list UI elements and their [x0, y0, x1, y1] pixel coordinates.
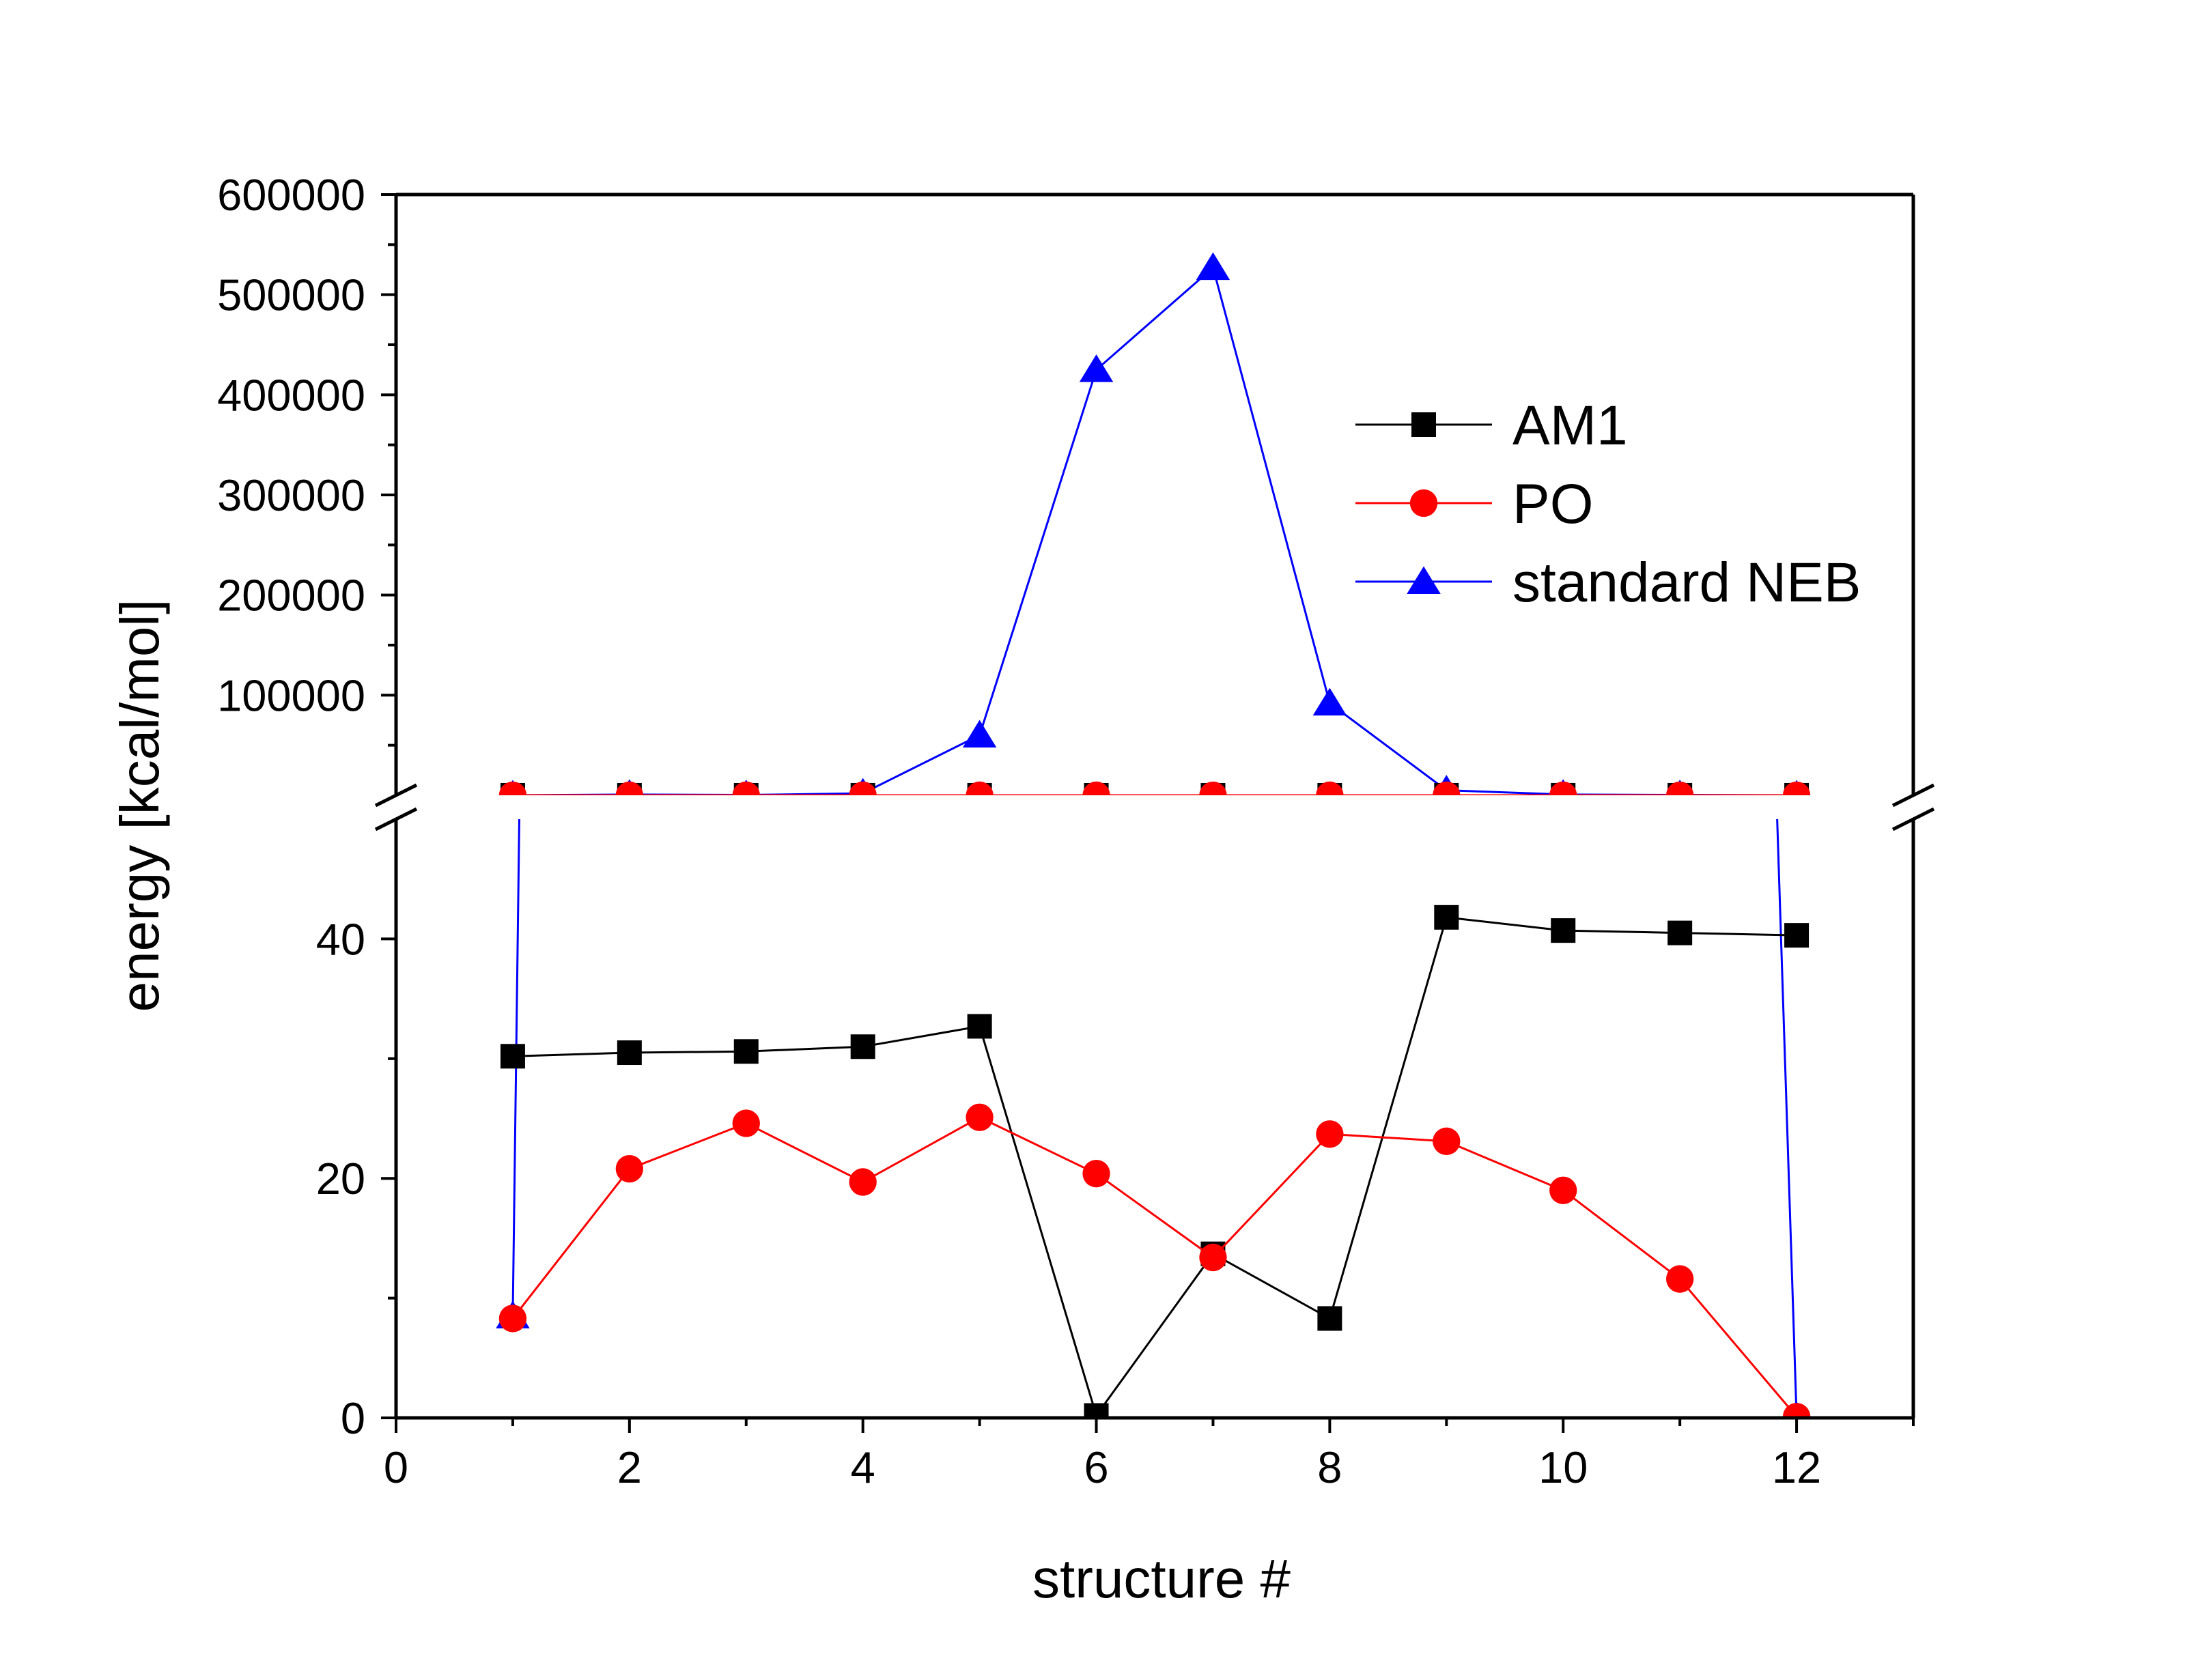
po-point-lower: [1782, 1403, 1811, 1418]
am1-point-lower: [1551, 918, 1576, 943]
x-tick-label: 0: [384, 1442, 408, 1492]
axes: 0 2 4 6 8 10 12 0 20 40 100000 200000 300000 400000 50…: [109, 170, 1935, 1609]
po-point-upper: [498, 781, 527, 795]
y-tick-label: 40: [316, 914, 365, 964]
axis-break-mark-left: [374, 807, 418, 831]
po-point-lower: [1199, 1243, 1227, 1272]
y-tick-label: 20: [316, 1154, 365, 1204]
po-point-lower: [732, 1109, 760, 1137]
am1-series-line-lower: [512, 916, 1797, 1418]
po-point-upper: [1082, 781, 1110, 795]
am1-point-lower: [967, 1014, 992, 1039]
y-axis-title: energy [kcal/mol]: [109, 599, 170, 1012]
standard-neb-point-upper: [1079, 354, 1114, 382]
po-point-upper: [1433, 781, 1461, 795]
legend-marker-standard-neb: [1407, 566, 1441, 594]
po-point-lower: [1665, 1265, 1694, 1293]
po-point-upper: [1199, 781, 1227, 795]
am1-point-lower: [850, 1034, 875, 1059]
po-point-lower: [1433, 1127, 1461, 1155]
x-tick-label: 4: [851, 1442, 875, 1492]
x-tick-label: 8: [1317, 1442, 1342, 1492]
legend: AM1 PO standard NEB: [1355, 395, 1861, 614]
legend-marker-po: [1409, 489, 1438, 517]
y-tick-label: 400000: [217, 370, 365, 420]
upper-panel: [498, 252, 1811, 795]
am1-point-lower: [733, 1039, 759, 1064]
legend-marker-am1: [1411, 412, 1436, 437]
am1-point-lower: [1667, 920, 1693, 945]
plot-area: [496, 252, 1811, 1418]
standard-neb-point-upper: [962, 720, 997, 748]
po-point-lower: [1549, 1176, 1577, 1204]
legend-label-standard-neb: standard NEB: [1512, 552, 1861, 614]
y-tick-label: 0: [341, 1393, 365, 1443]
po-point-lower: [615, 1155, 644, 1183]
am1-point-lower: [500, 1044, 525, 1069]
am1-point-lower: [1084, 1403, 1109, 1418]
am1-point-lower: [1317, 1306, 1342, 1331]
standard-neb-point-upper: [1312, 687, 1347, 716]
po-point-upper: [1549, 781, 1577, 795]
po-point-upper: [615, 781, 644, 795]
lower-panel: [496, 819, 1811, 1418]
x-axis-title: structure #: [1032, 1548, 1291, 1609]
po-point-upper: [1665, 781, 1694, 795]
po-point-lower: [1082, 1160, 1110, 1188]
x-tick-label: 12: [1772, 1442, 1821, 1492]
po-point-upper: [1316, 781, 1344, 795]
x-tick-label: 10: [1538, 1442, 1588, 1492]
po-series-line-lower: [511, 1116, 1798, 1418]
am1-point-lower: [617, 1040, 642, 1066]
po-point-upper: [966, 781, 994, 795]
y-tick-label: 600000: [217, 170, 365, 220]
axis-break-mark-right: [1891, 807, 1935, 831]
legend-label-am1: AM1: [1512, 395, 1628, 457]
po-point-upper: [1782, 781, 1811, 795]
po-point-upper: [732, 781, 760, 795]
x-tick-label: 6: [1084, 1442, 1108, 1492]
po-point-lower: [849, 1168, 877, 1196]
y-tick-label: 200000: [217, 571, 365, 621]
x-tick-label: 2: [617, 1442, 642, 1492]
y-tick-label: 100000: [217, 670, 365, 720]
po-point-lower: [966, 1103, 994, 1131]
legend-label-po: PO: [1512, 473, 1593, 535]
axis-break-mark-right: [1891, 783, 1935, 808]
po-point-lower: [1316, 1120, 1344, 1148]
y-tick-label: 300000: [217, 470, 365, 520]
po-point-lower: [498, 1305, 527, 1333]
po-point-upper: [849, 781, 877, 795]
axis-break-mark-left: [374, 783, 418, 808]
am1-point-lower: [1434, 905, 1459, 930]
am1-point-lower: [1784, 923, 1810, 948]
standard-neb-point-upper: [1196, 252, 1230, 281]
y-tick-label: 500000: [217, 270, 365, 320]
